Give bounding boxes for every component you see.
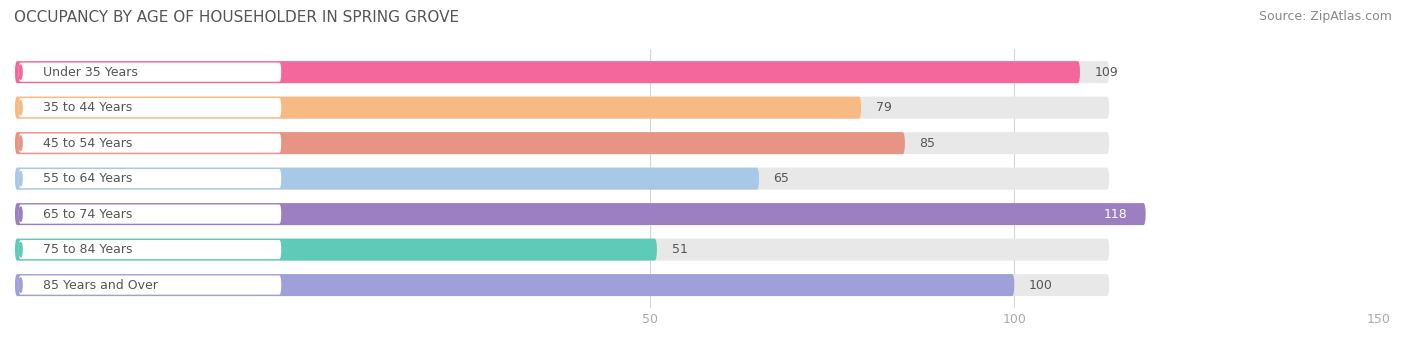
Circle shape: [20, 136, 22, 150]
Text: Under 35 Years: Under 35 Years: [42, 66, 138, 79]
FancyBboxPatch shape: [15, 97, 1109, 119]
Circle shape: [20, 65, 22, 79]
Text: 51: 51: [672, 243, 688, 256]
Text: 55 to 64 Years: 55 to 64 Years: [42, 172, 132, 185]
Text: 65: 65: [773, 172, 790, 185]
Text: 85: 85: [920, 137, 935, 150]
Text: OCCUPANCY BY AGE OF HOUSEHOLDER IN SPRING GROVE: OCCUPANCY BY AGE OF HOUSEHOLDER IN SPRIN…: [14, 10, 460, 25]
FancyBboxPatch shape: [15, 239, 1109, 261]
Circle shape: [20, 101, 22, 115]
Text: 100: 100: [1029, 279, 1053, 292]
Text: 35 to 44 Years: 35 to 44 Years: [42, 101, 132, 114]
FancyBboxPatch shape: [15, 274, 1014, 296]
Circle shape: [20, 207, 22, 221]
FancyBboxPatch shape: [15, 168, 1109, 190]
FancyBboxPatch shape: [15, 239, 657, 261]
Text: Source: ZipAtlas.com: Source: ZipAtlas.com: [1258, 10, 1392, 23]
Circle shape: [20, 242, 22, 257]
Text: 65 to 74 Years: 65 to 74 Years: [42, 208, 132, 221]
FancyBboxPatch shape: [15, 61, 1080, 83]
FancyBboxPatch shape: [18, 134, 281, 153]
FancyBboxPatch shape: [15, 132, 905, 154]
FancyBboxPatch shape: [15, 203, 1146, 225]
Text: 45 to 54 Years: 45 to 54 Years: [42, 137, 132, 150]
FancyBboxPatch shape: [15, 203, 1109, 225]
FancyBboxPatch shape: [18, 240, 281, 259]
Text: 109: 109: [1095, 66, 1118, 79]
FancyBboxPatch shape: [18, 205, 281, 224]
FancyBboxPatch shape: [15, 132, 1109, 154]
Text: 118: 118: [1104, 208, 1128, 221]
FancyBboxPatch shape: [18, 276, 281, 295]
Circle shape: [20, 278, 22, 292]
FancyBboxPatch shape: [15, 274, 1109, 296]
Text: 75 to 84 Years: 75 to 84 Years: [42, 243, 132, 256]
FancyBboxPatch shape: [15, 97, 860, 119]
Text: 79: 79: [876, 101, 891, 114]
Text: 85 Years and Over: 85 Years and Over: [42, 279, 157, 292]
FancyBboxPatch shape: [15, 61, 1109, 83]
Circle shape: [20, 172, 22, 186]
FancyBboxPatch shape: [18, 169, 281, 188]
FancyBboxPatch shape: [15, 168, 759, 190]
FancyBboxPatch shape: [18, 63, 281, 82]
FancyBboxPatch shape: [18, 98, 281, 117]
